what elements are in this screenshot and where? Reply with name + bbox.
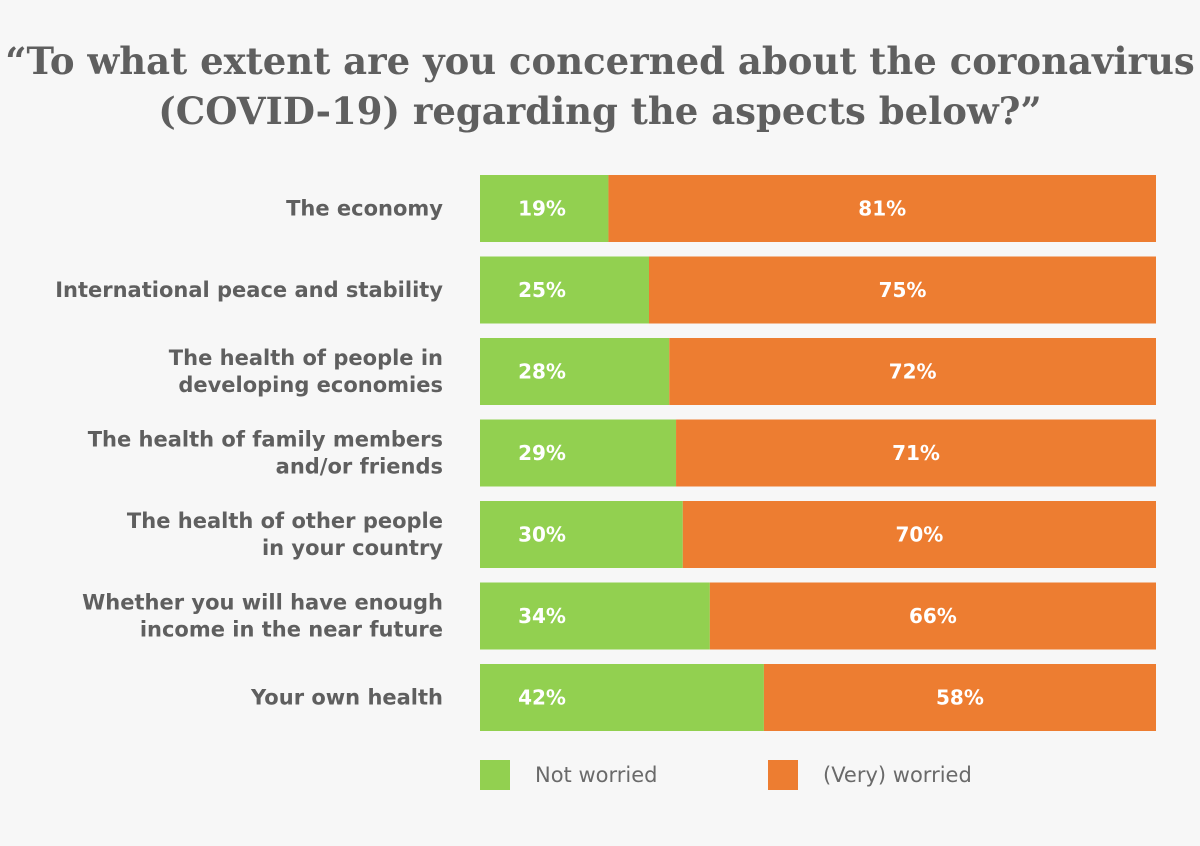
bar-not-worried: [480, 419, 677, 487]
chart-title: “To what extent are you concerned about …: [0, 36, 1200, 136]
legend: Not worried (Very) worried: [480, 760, 972, 790]
bar-not-worried: [480, 175, 609, 242]
bar-value-label: 70%: [895, 523, 943, 547]
bar-value-label: 42%: [518, 686, 566, 710]
bar-value-label: 75%: [879, 278, 927, 302]
category-label: Whether you will have enough: [82, 591, 443, 615]
category-label: Your own health: [250, 686, 443, 710]
category-label: The health of family members: [88, 428, 443, 452]
category-label: The economy: [286, 197, 443, 221]
bar-value-label: 71%: [892, 441, 940, 465]
bar-worried: [669, 338, 1156, 405]
bar-not-worried: [480, 256, 649, 324]
bar-worried: [649, 256, 1156, 324]
bar-worried: [608, 175, 1156, 242]
bar-worried: [763, 664, 1156, 731]
bar-worried: [676, 419, 1156, 487]
bar-value-label: 25%: [518, 278, 566, 302]
bar-value-label: 28%: [518, 360, 566, 384]
legend-label-worried: (Very) worried: [823, 763, 972, 787]
bar-value-label: 34%: [518, 604, 566, 628]
bars-group: 19% 81% 25% 75% 28% 72% 29% 71% 30% 70% 34% 66% 42% 5…: [480, 175, 1156, 731]
bar-not-worried: [480, 338, 670, 405]
bar-value-label: 72%: [889, 360, 937, 384]
category-label: in your country: [262, 536, 443, 560]
bar-worried: [682, 501, 1156, 568]
bar-worried: [709, 582, 1156, 650]
chart-title-line-1: “To what extent are you concerned about …: [5, 39, 1195, 83]
category-label: The health of other people: [127, 509, 443, 533]
bar-not-worried: [480, 582, 710, 650]
legend-label-not-worried: Not worried: [535, 763, 657, 787]
category-label: The health of people in: [169, 346, 443, 370]
chart-title-line-2: (COVID-19) regarding the aspects below?”: [158, 89, 1042, 133]
bar-value-label: 66%: [909, 604, 957, 628]
legend-swatch-not-worried: [480, 760, 510, 790]
category-label: developing economies: [178, 373, 443, 397]
bar-value-label: 30%: [518, 523, 566, 547]
bar-not-worried: [480, 664, 764, 731]
category-label: and/or friends: [276, 455, 443, 479]
bar-value-label: 81%: [858, 197, 906, 221]
bar-value-label: 19%: [518, 197, 566, 221]
category-label: International peace and stability: [55, 278, 443, 302]
bar-value-label: 29%: [518, 441, 566, 465]
legend-swatch-worried: [768, 760, 798, 790]
category-labels-group: The economy International peace and stabi…: [55, 197, 443, 710]
bar-value-label: 58%: [936, 686, 984, 710]
bar-not-worried: [480, 501, 683, 568]
category-label: income in the near future: [140, 618, 443, 642]
